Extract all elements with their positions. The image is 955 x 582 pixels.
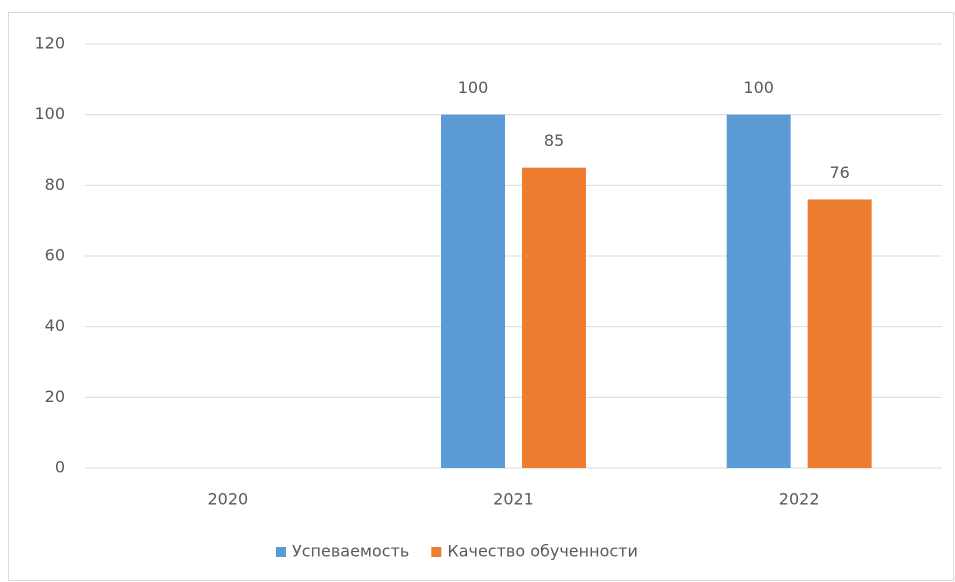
x-tick-label: 2022 (779, 490, 820, 509)
y-tick-label: 100 (34, 104, 65, 123)
legend-label: Качество обученности (447, 542, 638, 561)
bar (807, 199, 872, 468)
data-label: 85 (544, 131, 564, 150)
data-label: 100 (743, 78, 774, 97)
x-tick-label: 2021 (493, 490, 534, 509)
x-tick-label: 2020 (207, 490, 248, 509)
legend-swatch (276, 547, 286, 557)
bar (726, 114, 791, 469)
y-tick-label: 0 (55, 458, 65, 477)
y-tick-label: 80 (45, 175, 65, 194)
legend-label: Успеваемость (292, 542, 409, 561)
data-label: 76 (829, 163, 849, 182)
legend-swatch (431, 547, 442, 557)
y-tick-label: 40 (45, 316, 65, 335)
data-label: 100 (458, 78, 489, 97)
y-tick-label: 120 (34, 34, 65, 53)
bar (522, 167, 586, 468)
y-tick-label: 60 (45, 246, 65, 265)
bar (441, 114, 505, 469)
y-tick-label: 20 (45, 387, 65, 406)
